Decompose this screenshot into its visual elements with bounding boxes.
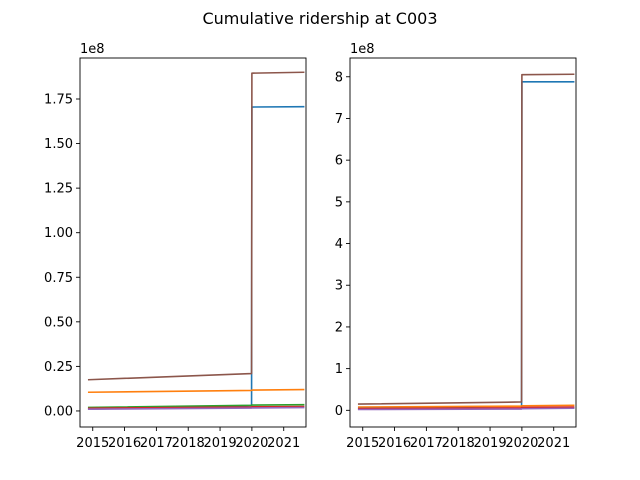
series-line-2: [87, 388, 305, 394]
x-tick-label: 2020: [505, 436, 538, 451]
series-line-4: [357, 406, 575, 410]
y-tick-label: 5: [335, 195, 343, 210]
x-tick-label: 2018: [442, 436, 475, 451]
y-tick-label: 2: [335, 320, 343, 335]
y-tick-label: 3: [335, 279, 343, 294]
y-tick-label: 0.50: [44, 315, 73, 330]
y-tick-label: 6: [335, 154, 343, 169]
series-line-2: [357, 404, 575, 408]
series-line-5: [87, 406, 305, 410]
y-tick-label: 4: [335, 237, 343, 252]
series-line-6: [357, 73, 575, 405]
y-tick-label: 1: [335, 362, 343, 377]
y-tick-label: 8: [335, 70, 343, 85]
axes-frame: [79, 57, 307, 428]
y-tick-label: 1.00: [44, 226, 73, 241]
x-tick-label: 2019: [474, 436, 507, 451]
y-offset-label: 1e8: [80, 42, 105, 57]
x-tick-label: 2017: [140, 436, 173, 451]
x-tick-label: 2015: [346, 436, 379, 451]
y-offset-label: 1e8: [350, 42, 375, 57]
x-tick-label: 2020: [235, 436, 268, 451]
x-tick-label: 2021: [267, 436, 300, 451]
x-tick-label: 2015: [76, 436, 109, 451]
series-line-3: [87, 403, 305, 409]
y-tick-label: 0: [335, 404, 343, 419]
x-tick-label: 2016: [108, 436, 141, 451]
x-tick-label: 2021: [537, 436, 570, 451]
y-tick-label: 0.00: [44, 404, 73, 419]
y-tick-label: 0.75: [44, 271, 73, 286]
x-tick-label: 2018: [172, 436, 205, 451]
series-line-5: [357, 407, 575, 411]
figure-title: Cumulative ridership at C003: [202, 9, 437, 28]
axes-frame: [349, 57, 577, 428]
x-tick-label: 2019: [204, 436, 237, 451]
x-tick-label: 2017: [410, 436, 443, 451]
series-line-4: [87, 405, 305, 410]
series-line-6: [87, 71, 305, 381]
y-tick-label: 7: [335, 112, 343, 127]
y-tick-label: 1.25: [44, 182, 73, 197]
y-tick-label: 1.50: [44, 137, 73, 152]
y-tick-label: 1.75: [44, 93, 73, 108]
y-tick-label: 0.25: [44, 360, 73, 375]
x-tick-label: 2016: [378, 436, 411, 451]
